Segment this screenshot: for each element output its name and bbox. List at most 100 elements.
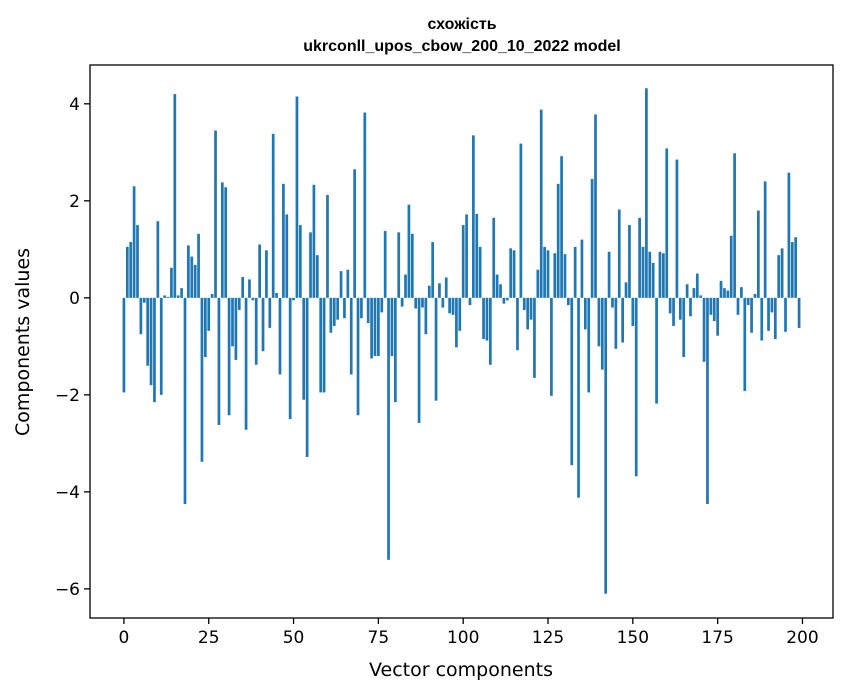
bar-87 [417,297,421,423]
bar-11 [159,297,163,395]
bar-74 [373,297,377,357]
bar-181 [736,297,740,315]
bar-48 [285,214,289,298]
x-tick-label: 25 [198,628,220,648]
bar-62 [332,297,336,326]
bar-160 [665,148,669,298]
bar-91 [431,242,435,298]
bar-139 [594,114,597,298]
bar-115 [512,250,516,298]
bar-22 [197,233,200,298]
bar-57 [315,255,319,298]
bar-149 [628,225,631,298]
bar-171 [702,297,706,362]
bar-118 [522,297,526,310]
bar-2 [129,242,133,298]
bar-177 [723,288,726,298]
bar-36 [244,297,248,430]
bar-186 [753,293,757,298]
bar-99 [458,297,462,331]
bar-64 [339,271,343,298]
bar-78 [387,297,390,560]
bar-196 [787,172,791,298]
bar-90 [427,285,431,298]
bar-113 [505,297,509,301]
bar-184 [746,297,750,306]
bar-152 [638,217,641,298]
bar-168 [692,288,696,298]
bar-178 [726,290,730,298]
bar-53 [302,297,306,400]
bar-110 [495,274,499,298]
bar-8 [149,297,153,386]
bar-29 [220,182,224,298]
bar-9 [153,297,156,403]
bar-52 [298,225,302,298]
bar-47 [282,183,285,298]
bar-34 [237,297,241,310]
x-tick-label: 150 [617,628,649,648]
bar-147 [621,297,625,343]
bar-180 [733,153,736,298]
bar-126 [550,297,553,396]
bar-153 [641,246,645,298]
bar-66 [346,269,350,298]
bar-5 [139,297,143,335]
bar-94 [441,297,445,308]
bar-51 [295,96,299,298]
bar-162 [672,297,675,326]
bar-197 [790,242,794,298]
bar-117 [519,143,523,298]
bar-19 [187,245,190,298]
bar-12 [163,295,166,298]
bar-127 [553,253,557,298]
y-axis-ticks: −6 −4 −2 0 2 4 [55,95,90,600]
x-tick-label: 50 [283,628,305,648]
bar-100 [461,225,465,298]
bar-50 [292,297,295,301]
bar-194 [780,248,784,298]
bar-146 [617,209,621,298]
bar-33 [234,297,238,360]
x-tick-label: 125 [532,628,564,648]
bar-165 [682,297,686,358]
bars-group [122,88,801,594]
bar-188 [760,297,764,341]
bar-128 [556,183,560,298]
bar-166 [685,284,689,298]
bar-190 [767,297,770,331]
bar-46 [278,297,282,375]
y-tick-label: 0 [69,289,80,309]
bar-27 [214,130,217,298]
bar-31 [227,297,231,416]
bar-75 [377,297,380,357]
y-tick-label: −6 [55,580,80,600]
bar-195 [784,297,787,332]
bar-150 [631,297,635,326]
bar-133 [573,246,577,298]
bar-109 [492,217,496,298]
x-tick-label: 200 [786,628,818,648]
bar-14 [170,267,173,298]
bar-81 [397,232,401,298]
bar-20 [190,256,194,298]
bar-84 [407,204,411,298]
bar-116 [516,297,519,351]
bar-187 [757,210,760,298]
bar-26 [210,293,214,298]
bar-156 [651,262,655,298]
bar-41 [261,297,265,352]
bar-21 [193,264,197,298]
bar-185 [750,297,753,333]
bar-141 [600,297,604,370]
bar-174 [712,297,716,322]
bar-189 [763,181,767,298]
bar-164 [678,297,682,320]
bar-77 [383,230,387,298]
bar-132 [570,297,574,466]
bar-158 [658,251,662,298]
bar-49 [288,297,292,420]
bar-44 [271,133,275,298]
bar-18 [183,297,187,504]
bar-65 [343,297,346,319]
